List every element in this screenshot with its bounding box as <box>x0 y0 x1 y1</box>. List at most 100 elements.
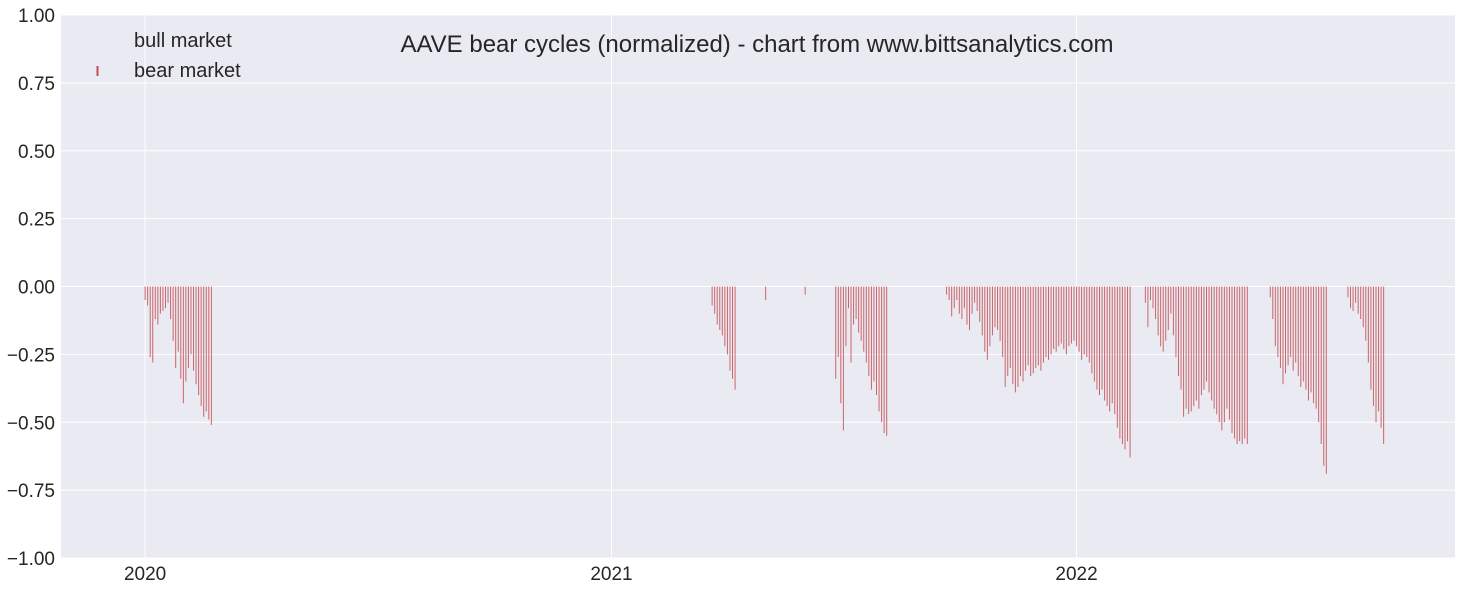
bear-bar <box>963 286 965 309</box>
bear-bar <box>1244 286 1246 439</box>
bear-bar <box>1050 286 1052 355</box>
bear-bar <box>164 286 166 309</box>
bear-bar <box>182 286 184 404</box>
bear-bar <box>1032 286 1034 374</box>
bear-bar <box>721 286 723 336</box>
bear-bar <box>999 286 1001 341</box>
bear-bar <box>1323 286 1325 466</box>
bear-bar <box>845 286 847 347</box>
y-tick-label: 0.25 <box>18 210 55 231</box>
y-tick-label: −1.00 <box>7 549 55 570</box>
bear-bar <box>946 286 948 295</box>
bear-bar <box>208 286 210 420</box>
bear-bar <box>765 286 767 301</box>
bear-bar <box>1124 286 1126 450</box>
chart-title: AAVE bear cycles (normalized) - chart fr… <box>400 31 1113 58</box>
bear-bar <box>1297 286 1299 377</box>
bear-bar <box>1014 286 1016 393</box>
bear-bar <box>144 286 146 301</box>
bear-bar <box>873 286 875 382</box>
bear-bar <box>1121 286 1123 444</box>
bear-bar <box>732 286 734 379</box>
bear-bar <box>1300 286 1302 387</box>
bear-bar <box>1149 286 1151 301</box>
bear-bar <box>1175 286 1177 358</box>
bear-bar <box>1193 286 1195 406</box>
bear-bar <box>1200 286 1202 396</box>
bear-bar <box>840 286 842 404</box>
bear-bar <box>1355 286 1357 303</box>
bear-bar <box>984 286 986 352</box>
bear-bar <box>986 286 988 360</box>
bear-bar <box>1218 286 1220 423</box>
bear-bar <box>1086 286 1088 358</box>
bear-bar <box>1315 286 1317 409</box>
bear-bar <box>1216 286 1218 415</box>
bear-bar <box>969 286 971 330</box>
bear-bar <box>1350 286 1352 309</box>
bear-bar <box>193 286 195 371</box>
bear-bar <box>883 286 885 434</box>
bear-bar <box>1307 286 1309 401</box>
bear-bar <box>1119 286 1121 439</box>
bear-bar <box>1290 286 1292 358</box>
bear-bar <box>979 286 981 322</box>
bear-bar <box>951 286 953 317</box>
bear-bar <box>1114 286 1116 415</box>
bear-bar <box>1188 286 1190 415</box>
bear-bar <box>1157 286 1159 336</box>
bear-bar <box>1203 286 1205 390</box>
bear-bar <box>953 286 955 309</box>
bear-bar <box>868 286 870 377</box>
bear-bar <box>1104 286 1106 401</box>
bear-bar <box>1081 286 1083 360</box>
bear-bar <box>734 286 736 390</box>
bear-bar <box>974 286 976 303</box>
bear-bar <box>180 286 182 379</box>
bear-bar <box>1277 286 1279 358</box>
bear-bar <box>1241 286 1243 444</box>
bear-bar <box>1019 286 1021 377</box>
bear-bar <box>981 286 983 336</box>
bear-bar <box>876 286 877 396</box>
bear-bar <box>1367 286 1369 363</box>
bear-bar <box>1162 286 1164 352</box>
bear-bar <box>170 286 172 320</box>
bear-bar <box>1152 286 1154 309</box>
bear-bar <box>1070 286 1072 344</box>
bear-bar <box>1274 286 1276 347</box>
bear-bar <box>1226 286 1228 409</box>
bear-bar <box>1101 286 1103 390</box>
bear-bar <box>1269 286 1271 298</box>
x-tick-label: 2021 <box>590 564 632 585</box>
bear-bar <box>162 286 164 311</box>
bear-bar <box>198 286 200 396</box>
bear-bar <box>853 286 855 325</box>
y-tick-label: 0.00 <box>18 278 55 299</box>
bear-bar <box>205 286 207 412</box>
bear-bar <box>1362 286 1364 328</box>
bear-bar <box>976 286 978 311</box>
bear-bar <box>724 286 726 347</box>
bear-bar <box>1035 286 1037 368</box>
bear-bar <box>1310 286 1312 393</box>
bear-bar <box>1076 286 1078 347</box>
bear-bar <box>1012 286 1014 385</box>
bear-bar <box>1234 286 1236 439</box>
bear-bar <box>1190 286 1192 412</box>
bear-bar <box>1272 286 1274 320</box>
bear-bar <box>1378 286 1380 412</box>
bear-bar <box>850 286 852 363</box>
bear-bar <box>835 286 837 379</box>
bear-bar <box>958 286 960 314</box>
bear-bar <box>1195 286 1197 401</box>
bear-bar <box>1093 286 1095 382</box>
bear-bar <box>716 286 718 325</box>
bear-bar <box>1370 286 1372 390</box>
bear-bar <box>1060 286 1062 344</box>
bear-bar <box>1025 286 1027 371</box>
bear-bar <box>159 286 161 314</box>
bear-bar <box>1096 286 1098 390</box>
bear-bar <box>1083 286 1085 355</box>
